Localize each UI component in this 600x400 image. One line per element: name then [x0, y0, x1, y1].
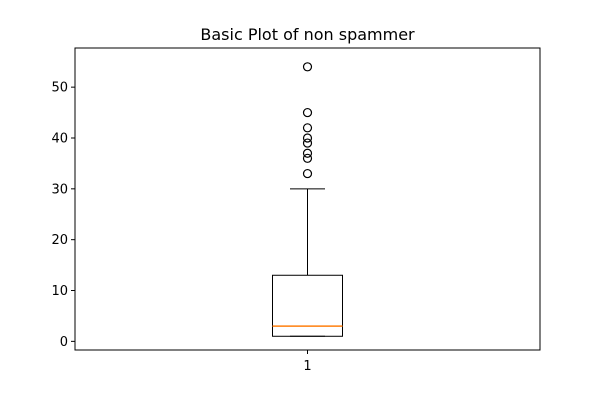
box-group [272, 62, 343, 337]
outlier-point [302, 107, 313, 118]
y-tick-label: 20 [51, 233, 68, 248]
outlier-point [302, 168, 313, 179]
x-tick-label: 1 [303, 359, 311, 374]
y-tick-label: 30 [51, 182, 68, 197]
outlier-point [302, 148, 313, 158]
y-axis: 0 10 20 30 40 50 [51, 81, 75, 350]
outlier-point [302, 133, 313, 143]
x-axis: 1 [303, 350, 312, 374]
iqr-box [272, 274, 343, 337]
outlier-point [302, 123, 313, 133]
chart-title: Basic Plot of non spammer [200, 25, 415, 44]
box-series [272, 62, 343, 337]
y-tick-label: 50 [51, 81, 68, 96]
y-tick-label: 10 [51, 284, 68, 299]
y-tick-label: 0 [60, 335, 68, 350]
outlier-point [302, 62, 313, 72]
y-tick-label: 40 [51, 131, 68, 146]
outlier-point [302, 153, 313, 163]
outlier-point [302, 138, 313, 148]
